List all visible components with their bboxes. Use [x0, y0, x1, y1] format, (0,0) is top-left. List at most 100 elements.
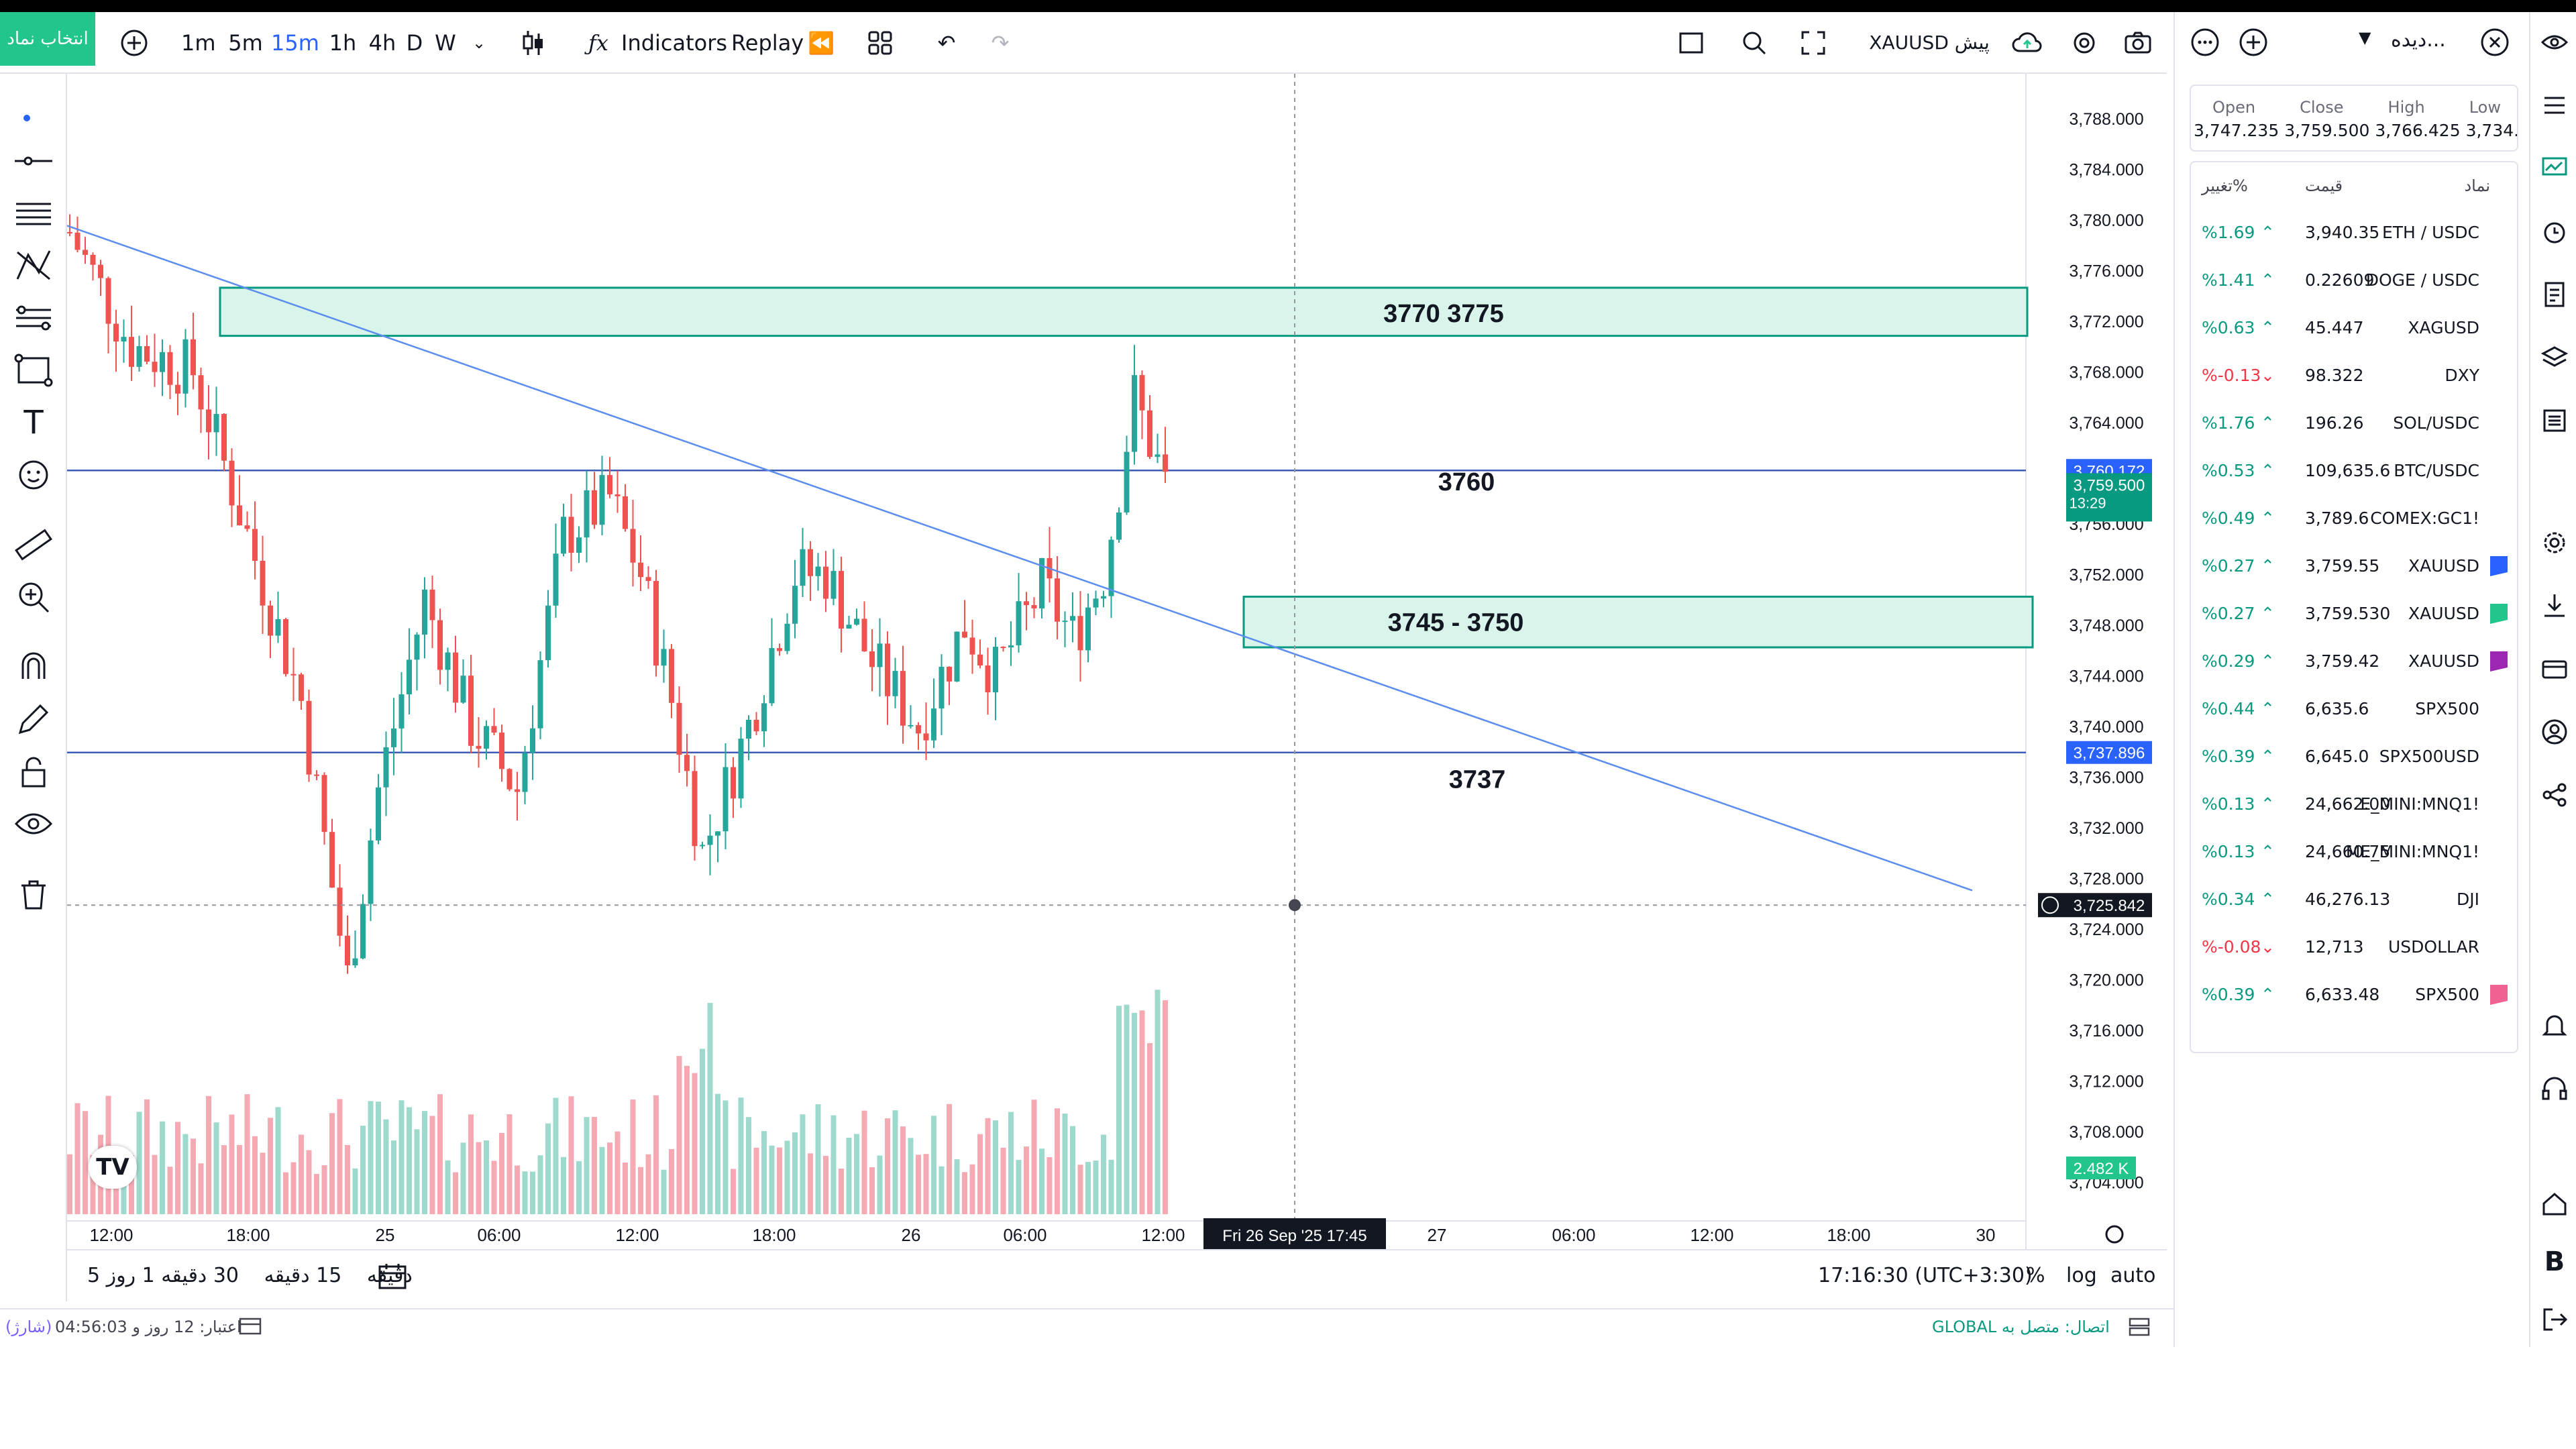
add-watchlist-icon[interactable]	[2237, 25, 2270, 62]
horizontal-lines-icon[interactable]	[12, 192, 55, 235]
logout-icon[interactable]	[2540, 1305, 2569, 1334]
candle-body[interactable]	[321, 775, 327, 833]
candle-body[interactable]	[553, 553, 559, 606]
candle-body[interactable]	[947, 666, 952, 682]
header-change[interactable]: تغییر%	[2202, 176, 2248, 195]
watchlist-row[interactable]: %0.39 ⌃ 6,645.0 SPX500USD	[2191, 733, 2520, 780]
candle-body[interactable]	[1016, 601, 1022, 645]
candle-body[interactable]	[337, 888, 343, 936]
pencil-lock-icon[interactable]	[12, 698, 55, 741]
range-30m[interactable]: 30 دقیقه	[161, 1264, 239, 1287]
auto-toggle[interactable]: auto	[2110, 1264, 2156, 1287]
candle-body[interactable]	[738, 739, 744, 799]
watchlist-row[interactable]: %0.44 ⌃ 6,635.6 SPX500	[2191, 686, 2520, 733]
candle-body[interactable]	[167, 352, 173, 385]
candle-body[interactable]	[1077, 616, 1083, 651]
lock-icon[interactable]	[12, 750, 55, 793]
watchlist-row[interactable]: %0.53 ⌃ 109,635.6 BTC/USDC	[2191, 447, 2520, 494]
watchlist-row[interactable]: %0.39 ⌃ 6,633.48 SPX500	[2191, 971, 2520, 1018]
candle-body[interactable]	[129, 337, 134, 367]
candle-body[interactable]	[229, 460, 235, 506]
candle-body[interactable]	[985, 665, 991, 693]
candle-body[interactable]	[1147, 410, 1152, 458]
charge-link[interactable]: (شارژ)	[5, 1318, 52, 1336]
candle-body[interactable]	[707, 835, 713, 845]
range-15m[interactable]: 15 دقیقه	[264, 1264, 342, 1287]
candle-body[interactable]	[731, 767, 736, 799]
candle-body[interactable]	[515, 789, 520, 792]
sr-zone[interactable]	[219, 286, 2029, 337]
candle-body[interactable]	[623, 496, 628, 529]
candle-body[interactable]	[329, 832, 335, 888]
rectangle-tool-icon[interactable]	[12, 349, 55, 392]
candle-body[interactable]	[800, 549, 806, 586]
candle-body[interactable]	[484, 726, 489, 749]
flag-icon[interactable]	[2490, 651, 2508, 672]
candle-body[interactable]	[815, 566, 821, 576]
candle-body[interactable]	[506, 769, 513, 790]
bell-icon[interactable]	[2540, 1012, 2569, 1040]
candle-body[interactable]	[160, 352, 165, 372]
candle-body[interactable]	[923, 733, 929, 741]
redo-icon[interactable]: ↷	[991, 30, 1010, 56]
watchlist-row[interactable]: %0.29 ⌃ 3,759.42 XAUUSD	[2191, 638, 2520, 685]
candle-type-icon[interactable]	[517, 24, 550, 62]
candle-body[interactable]	[537, 660, 543, 729]
watchlist-row[interactable]: %-0.08 ⌄ 12,713 USDOLLAR	[2191, 924, 2520, 971]
candle-body[interactable]	[152, 362, 158, 372]
candle-body[interactable]	[954, 631, 960, 682]
candle-body[interactable]	[700, 845, 705, 847]
candle-body[interactable]	[885, 643, 890, 696]
text-tool-icon[interactable]: T	[23, 404, 44, 441]
watchlist-row[interactable]: %0.34 ⌃ 46,276.13 DJI	[2191, 876, 2520, 923]
candle-body[interactable]	[391, 728, 396, 747]
candle-body[interactable]	[746, 719, 751, 739]
candle-body[interactable]	[530, 728, 535, 753]
candle-body[interactable]	[252, 529, 258, 561]
candle-body[interactable]	[715, 831, 720, 836]
trash-icon[interactable]	[12, 872, 55, 915]
wallet-icon[interactable]	[2540, 655, 2569, 683]
candle-body[interactable]	[268, 605, 273, 636]
clock-time[interactable]: 17:16:30 (UTC+3:30)	[1818, 1264, 2033, 1287]
candle-body[interactable]	[437, 620, 443, 670]
trend-line-icon[interactable]	[12, 140, 55, 182]
trend-line[interactable]	[67, 225, 1973, 892]
range-1d[interactable]: 1 روز	[106, 1264, 155, 1287]
candle-body[interactable]	[993, 647, 998, 693]
candle-body[interactable]	[383, 747, 389, 788]
candle-body[interactable]	[584, 490, 590, 538]
alarm-clock-icon[interactable]	[2540, 217, 2569, 246]
gear-icon[interactable]	[2540, 529, 2569, 557]
watchlist-row[interactable]: %1.76 ⌃ 196.26 SOL/USDC	[2191, 400, 2520, 447]
candle-body[interactable]	[1024, 601, 1029, 605]
candle-body[interactable]	[908, 724, 914, 727]
candle-body[interactable]	[568, 517, 574, 553]
candle-body[interactable]	[283, 619, 288, 674]
indicators-button[interactable]: Indicators	[621, 30, 728, 56]
candle-body[interactable]	[352, 958, 358, 966]
user-icon[interactable]	[2540, 718, 2569, 746]
candle-body[interactable]	[144, 346, 150, 362]
candle-body[interactable]	[244, 525, 250, 529]
watchlist-row[interactable]: %0.49 ⌃ 3,789.6 COMEX:GC1!	[2191, 495, 2520, 542]
candle-body[interactable]	[692, 771, 698, 847]
candle-body[interactable]	[522, 753, 528, 792]
candle-body[interactable]	[1070, 616, 1075, 621]
candle-body[interactable]	[213, 414, 219, 433]
timeframe-d[interactable]: D	[406, 30, 423, 56]
candle-body[interactable]	[561, 517, 566, 554]
candle-body[interactable]	[777, 648, 782, 651]
candle-body[interactable]	[306, 700, 312, 775]
crosshair-cursor-icon[interactable]	[12, 87, 55, 130]
candle-body[interactable]	[360, 904, 366, 959]
timeframe-1m[interactable]: 1m	[181, 30, 216, 56]
candle-body[interactable]	[1163, 454, 1168, 472]
pitchfork-icon[interactable]	[12, 244, 55, 287]
candle-body[interactable]	[861, 619, 867, 651]
candle-body[interactable]	[453, 652, 458, 703]
candle-body[interactable]	[468, 676, 474, 746]
candle-body[interactable]	[90, 254, 96, 265]
symbol-search-button[interactable]: انتخاب نماد	[0, 12, 95, 66]
candle-body[interactable]	[74, 232, 80, 250]
